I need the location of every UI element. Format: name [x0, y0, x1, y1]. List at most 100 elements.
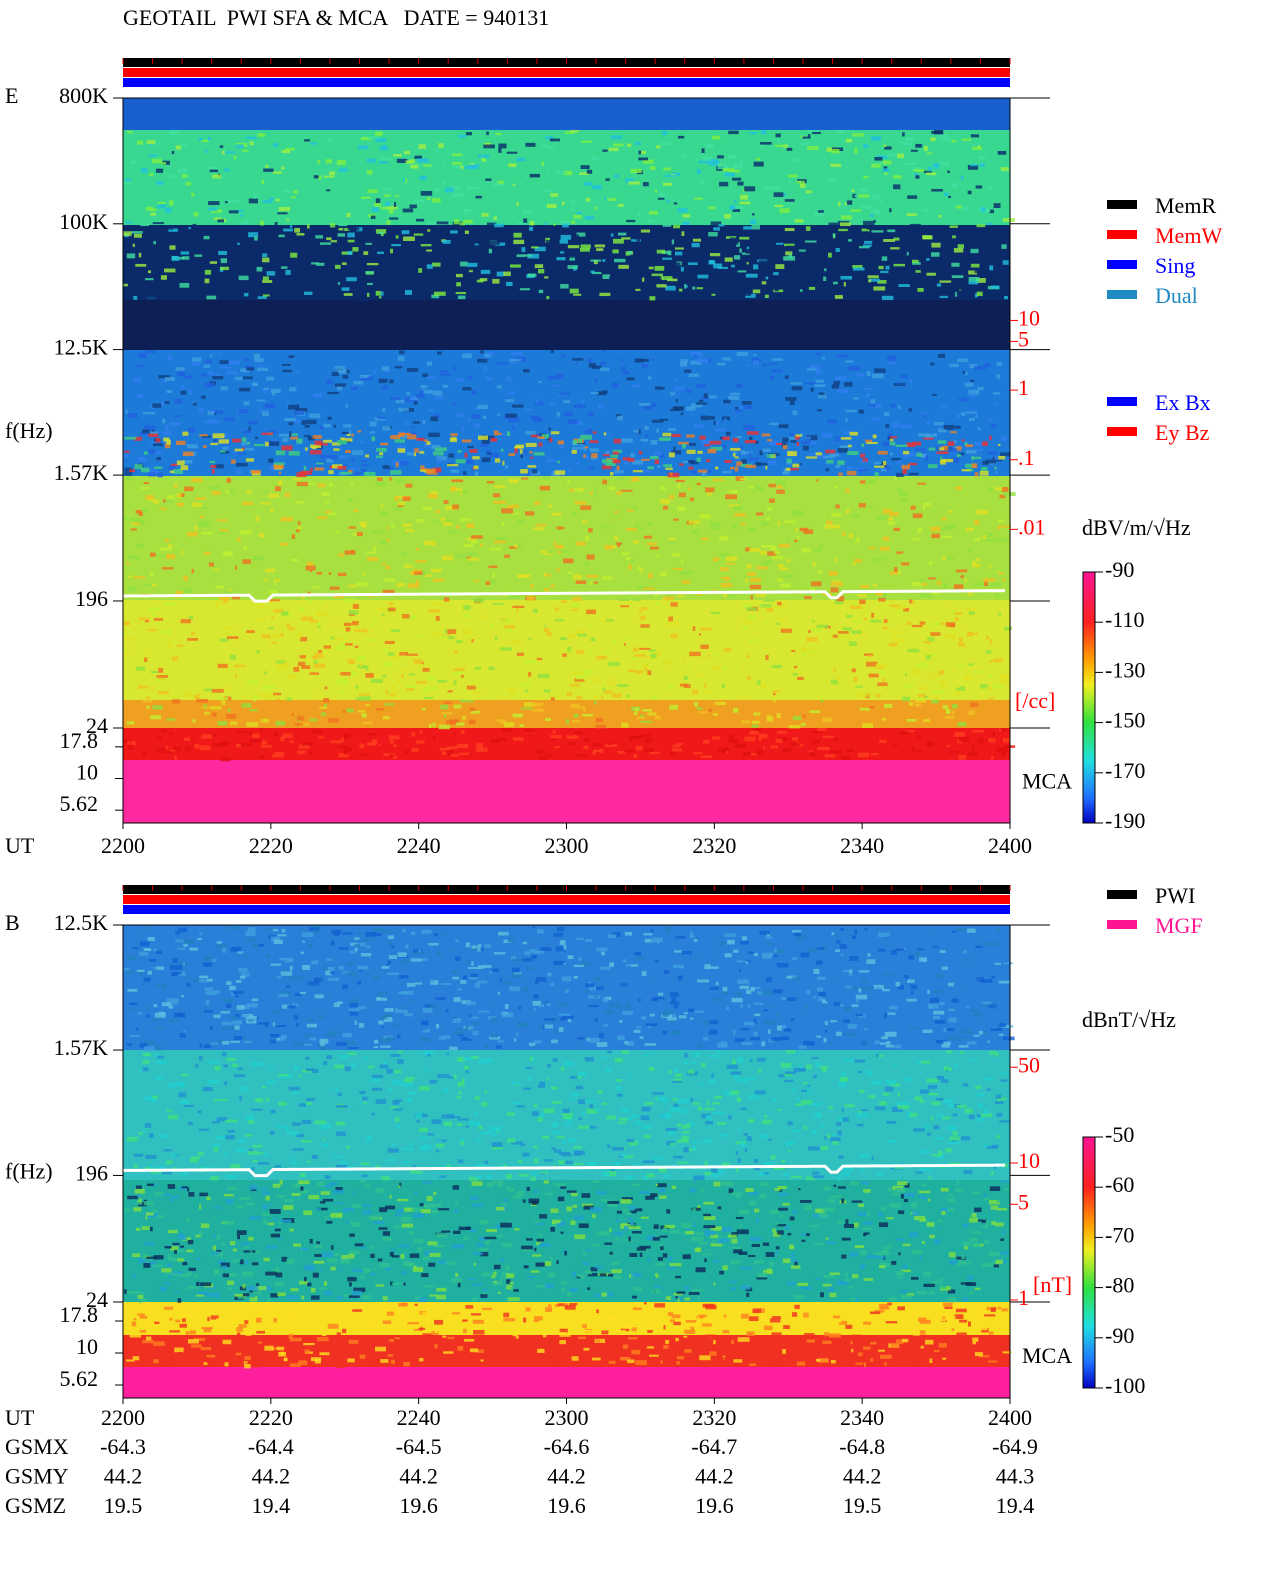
spectrogram-texture [228, 210, 239, 214]
spectrogram-texture [490, 437, 497, 442]
spectrogram-texture [574, 730, 584, 735]
spectrogram-texture [429, 1079, 437, 1084]
spectrogram-texture [537, 436, 545, 439]
spectrogram-texture [672, 552, 681, 557]
spectrogram-texture [643, 747, 654, 752]
spectrogram-texture [899, 491, 908, 497]
spectrogram-texture [162, 160, 170, 165]
spectrogram-texture [637, 211, 641, 217]
spectrogram-texture [475, 742, 484, 748]
spectrogram-texture [722, 357, 731, 361]
spectrogram-texture [578, 1099, 585, 1105]
spectrogram-texture [708, 654, 711, 658]
spectrogram-texture [432, 262, 441, 267]
spectrogram-texture [614, 229, 617, 232]
spectrogram-texture [341, 287, 350, 291]
spectrogram-texture [784, 618, 789, 621]
spectrogram-texture [333, 1002, 340, 1008]
spectrogram-texture [627, 669, 635, 673]
spectrogram-texture [886, 153, 896, 157]
spectrogram-texture [297, 521, 301, 526]
spectrogram-texture [217, 697, 228, 701]
spectrogram-texture [493, 500, 506, 504]
spectrogram-texture [967, 663, 974, 666]
spectrogram-texture [762, 954, 772, 959]
spectrogram-texture [796, 1097, 799, 1102]
spectrogram-texture [254, 358, 264, 363]
spectrogram-texture [446, 519, 454, 523]
spectrogram-texture [556, 1135, 565, 1139]
spectrogram-texture [919, 957, 927, 962]
spectrogram-texture [407, 434, 417, 440]
spectrogram-texture [356, 296, 369, 302]
spectrogram-texture [907, 195, 918, 199]
spectrogram-texture [293, 666, 300, 672]
spectrogram-texture [549, 738, 557, 741]
spectrogram-texture [478, 947, 484, 951]
spectrogram-texture [911, 600, 915, 604]
spectrogram-texture [441, 751, 447, 756]
spectrogram-texture [409, 998, 414, 1004]
spectrogram-texture [773, 948, 777, 953]
spectrogram-texture [341, 431, 349, 435]
spectrogram-texture [246, 1019, 257, 1024]
spectrogram-texture [376, 447, 387, 452]
spectrogram-texture [642, 277, 645, 282]
spectrogram-texture [902, 469, 907, 475]
spectrogram-texture [602, 149, 608, 152]
spectrogram-texture [678, 441, 689, 445]
spectrogram-texture [230, 721, 238, 726]
spectrogram-texture [922, 208, 929, 212]
spectrogram-texture [914, 172, 918, 177]
spectrogram-texture [712, 478, 725, 482]
spectrogram-texture [511, 956, 517, 960]
spectrogram-texture [446, 1052, 449, 1056]
spectrogram-texture [829, 750, 842, 754]
spectrogram-texture [497, 385, 502, 389]
spectrogram-texture [210, 442, 218, 446]
spectrogram-texture [558, 394, 562, 397]
spectrogram-texture [152, 222, 164, 225]
spectrogram-texture [260, 744, 272, 748]
spectrogram-texture [671, 997, 676, 1002]
spectrogram-texture [692, 626, 696, 632]
spectrogram-texture [771, 1037, 782, 1041]
spectrogram-texture [186, 444, 198, 449]
spectrogram-texture [895, 444, 908, 448]
spectrogram-texture [689, 935, 695, 939]
spectrogram-texture [534, 501, 541, 505]
spectrogram-texture [956, 1104, 967, 1108]
spectrogram-texture [911, 669, 923, 675]
spectrogram-texture [502, 695, 508, 699]
spectrogram-texture [344, 550, 356, 555]
spectrogram-texture [895, 611, 905, 614]
spectrogram-texture [916, 735, 922, 739]
spectrogram-texture [809, 947, 818, 953]
spectrogram-texture [817, 728, 826, 732]
spectrogram-texture [982, 1001, 992, 1005]
spectrogram-texture [262, 411, 269, 417]
spectrogram-texture [316, 693, 322, 697]
spectrogram-texture [389, 476, 392, 481]
spectrogram-texture [550, 735, 562, 739]
spectrogram-texture [976, 1114, 982, 1118]
spectrogram-texture [172, 699, 181, 704]
spectrogram-texture [293, 1042, 304, 1047]
spectrogram-texture [638, 429, 641, 435]
spectrogram-texture [219, 450, 226, 453]
spectrogram-texture [366, 170, 373, 175]
spectrogram-texture [406, 653, 418, 656]
spectrogram-texture [167, 1114, 178, 1120]
spectrogram-texture [468, 1176, 479, 1181]
spectrogram-texture [405, 160, 415, 164]
spectrogram-texture [726, 1006, 729, 1010]
spectrogram-texture [782, 437, 789, 443]
spectrogram-texture [657, 1096, 667, 1100]
spectrogram-texture [414, 571, 423, 575]
spectrogram-texture [242, 954, 248, 958]
spectrogram-texture [693, 424, 704, 428]
legend-swatch [1107, 427, 1137, 436]
spectrogram-texture [845, 509, 850, 514]
spectrogram-texture [536, 657, 543, 661]
spectrogram-texture [919, 621, 926, 625]
